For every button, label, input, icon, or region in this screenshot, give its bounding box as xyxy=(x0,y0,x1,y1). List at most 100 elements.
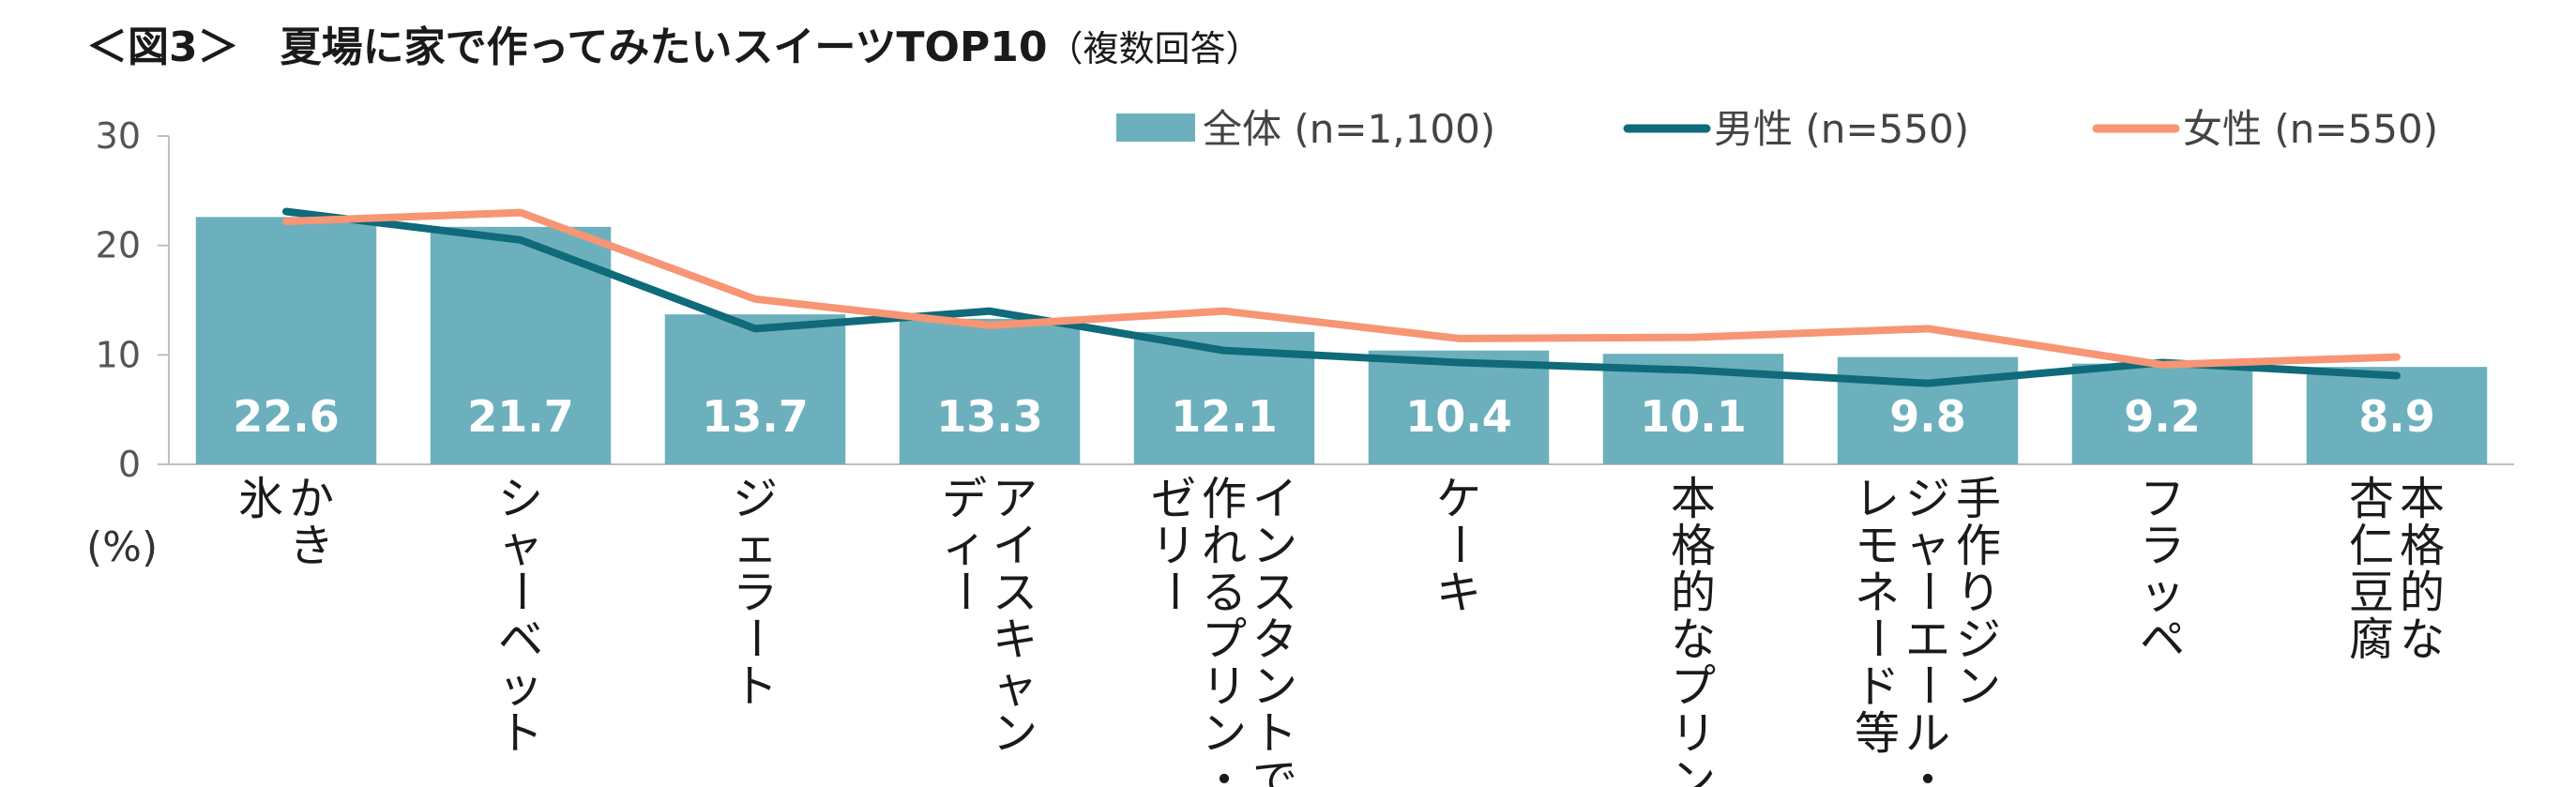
category-label-char: ー xyxy=(1902,568,1954,613)
category-label-char: レ xyxy=(1855,473,1900,525)
category-label-char: 的 xyxy=(1671,567,1716,619)
category-label-char: ン xyxy=(1956,660,2001,713)
category-label-char: ス xyxy=(1252,567,1297,619)
title-subtitle: （複数回答） xyxy=(1047,28,1262,69)
category-label-char: ン xyxy=(993,707,1038,760)
bar-data-label: 10.1 xyxy=(1640,391,1747,442)
category-label-char: ン xyxy=(1202,707,1247,760)
category-label-char: ペ xyxy=(2140,613,2185,666)
category-label-char: ー xyxy=(729,615,781,660)
category-label-char: ャ xyxy=(993,660,1038,713)
category-label-char: イ xyxy=(1252,473,1297,525)
category-label-char: 仁 xyxy=(2349,520,2394,572)
category-label-char: ン xyxy=(1252,660,1297,713)
title-text: ＜図3＞ 夏場に家で作ってみたいスイーツTOP10 xyxy=(86,23,1048,71)
category-label-char: ン xyxy=(1671,754,1716,787)
category-label-char: ケ xyxy=(1436,473,1481,525)
category-label-char: ラ xyxy=(733,567,778,619)
bar xyxy=(664,314,846,464)
legend-swatch-bar xyxy=(1116,114,1195,142)
category-label-char: ベ xyxy=(498,613,543,666)
category-label-char: 本 xyxy=(1671,473,1716,525)
bar xyxy=(195,217,377,465)
category-label-char: ン xyxy=(1252,520,1297,572)
y-axis-unit-label: (%) xyxy=(86,523,159,571)
category-label-char: ー xyxy=(1851,615,1903,660)
category-label-char: ・ xyxy=(1202,754,1247,787)
category-label-char: ト xyxy=(498,707,543,760)
series-line-male xyxy=(282,207,2401,387)
category-label-char: ア xyxy=(993,473,1038,525)
category-label: ケーキ xyxy=(1432,473,1485,619)
category-label-char: ジ xyxy=(1905,473,1950,525)
legend: 全体 (n=1,100) 男性 (n=550) 女性 (n=550) xyxy=(1116,106,2438,152)
category-label-char: れ xyxy=(1202,520,1247,572)
category-label-char: ー xyxy=(1432,522,1485,567)
category-label-char: き xyxy=(289,520,334,572)
y-tick-label: 30 xyxy=(96,115,141,157)
category-label-char: フ xyxy=(2140,473,2185,525)
category-label-char: ェ xyxy=(733,520,778,572)
category-label-char: 格 xyxy=(2400,520,2445,572)
bar xyxy=(2306,367,2488,464)
bar-data-label: 13.7 xyxy=(702,391,809,442)
category-label-char: 的 xyxy=(2400,567,2445,619)
bar-data-label: 13.3 xyxy=(936,391,1043,442)
category-label-char: プ xyxy=(1671,660,1716,713)
category-label-char: シ xyxy=(498,473,543,525)
category-label-char: 手 xyxy=(1956,473,2001,525)
category-label-char: ィ xyxy=(942,520,987,572)
category-label-char: ー xyxy=(938,568,991,613)
bar-data-label: 8.9 xyxy=(2358,391,2435,442)
category-label-char: 本 xyxy=(2400,473,2445,525)
category-label-char: ス xyxy=(993,567,1038,619)
category-label-char: な xyxy=(1671,613,1716,666)
category-label-char: ネ xyxy=(1855,567,1900,619)
bar-data-label: 12.1 xyxy=(1171,391,1278,442)
category-label-char: キ xyxy=(1436,567,1481,619)
category-label-char: 豆 xyxy=(2349,567,2394,619)
bar-data-label: 9.8 xyxy=(1889,391,1966,442)
category-label-char: ・ xyxy=(1905,754,1950,787)
category-label-char: ド xyxy=(1855,660,1900,713)
category-label-char: ト xyxy=(733,660,778,713)
category-label-char: デ xyxy=(942,473,987,525)
y-tick-label: 0 xyxy=(118,444,141,485)
category-label-char: リ xyxy=(1671,707,1716,760)
category-label-char: 作 xyxy=(1956,520,2001,572)
category-label-char: イ xyxy=(993,520,1038,572)
category-label-char: か xyxy=(289,473,334,525)
legend-label: 全体 (n=1,100) xyxy=(1203,106,1495,152)
data-labels: 22.6 21.7 13.7 13.3 12.1 10.4 10.1 9.8 9.2 8.9 xyxy=(233,391,2435,442)
category-label-char: な xyxy=(2400,613,2445,666)
category-label-char: モ xyxy=(1855,520,1900,572)
bar xyxy=(899,318,1081,464)
y-tick-label: 10 xyxy=(96,334,141,375)
category-label-char: タ xyxy=(1252,613,1297,666)
category-label-char: ジ xyxy=(1956,613,2001,666)
series-line-female xyxy=(282,208,2401,369)
category-label-char: 氷 xyxy=(238,473,283,525)
category-label-char: キ xyxy=(993,613,1038,666)
category-label-char: プ xyxy=(1202,613,1247,666)
category-label-char: 等 xyxy=(1855,707,1900,760)
lines xyxy=(282,207,2401,387)
y-tick-label: 20 xyxy=(96,225,141,266)
category-label-char: ル xyxy=(1905,707,1950,760)
category-label-char: ト xyxy=(1252,707,1297,760)
category-label-char: ャ xyxy=(498,520,543,572)
category-label: かき氷 xyxy=(238,473,334,572)
category-label-char: ジ xyxy=(733,473,778,525)
bar-data-label: 9.2 xyxy=(2124,391,2201,442)
category-label-char: リ xyxy=(1151,520,1196,572)
category-label-char: ラ xyxy=(2140,520,2185,572)
legend-label: 女性 (n=550) xyxy=(2183,106,2438,152)
category-label-char: ッ xyxy=(498,660,543,713)
